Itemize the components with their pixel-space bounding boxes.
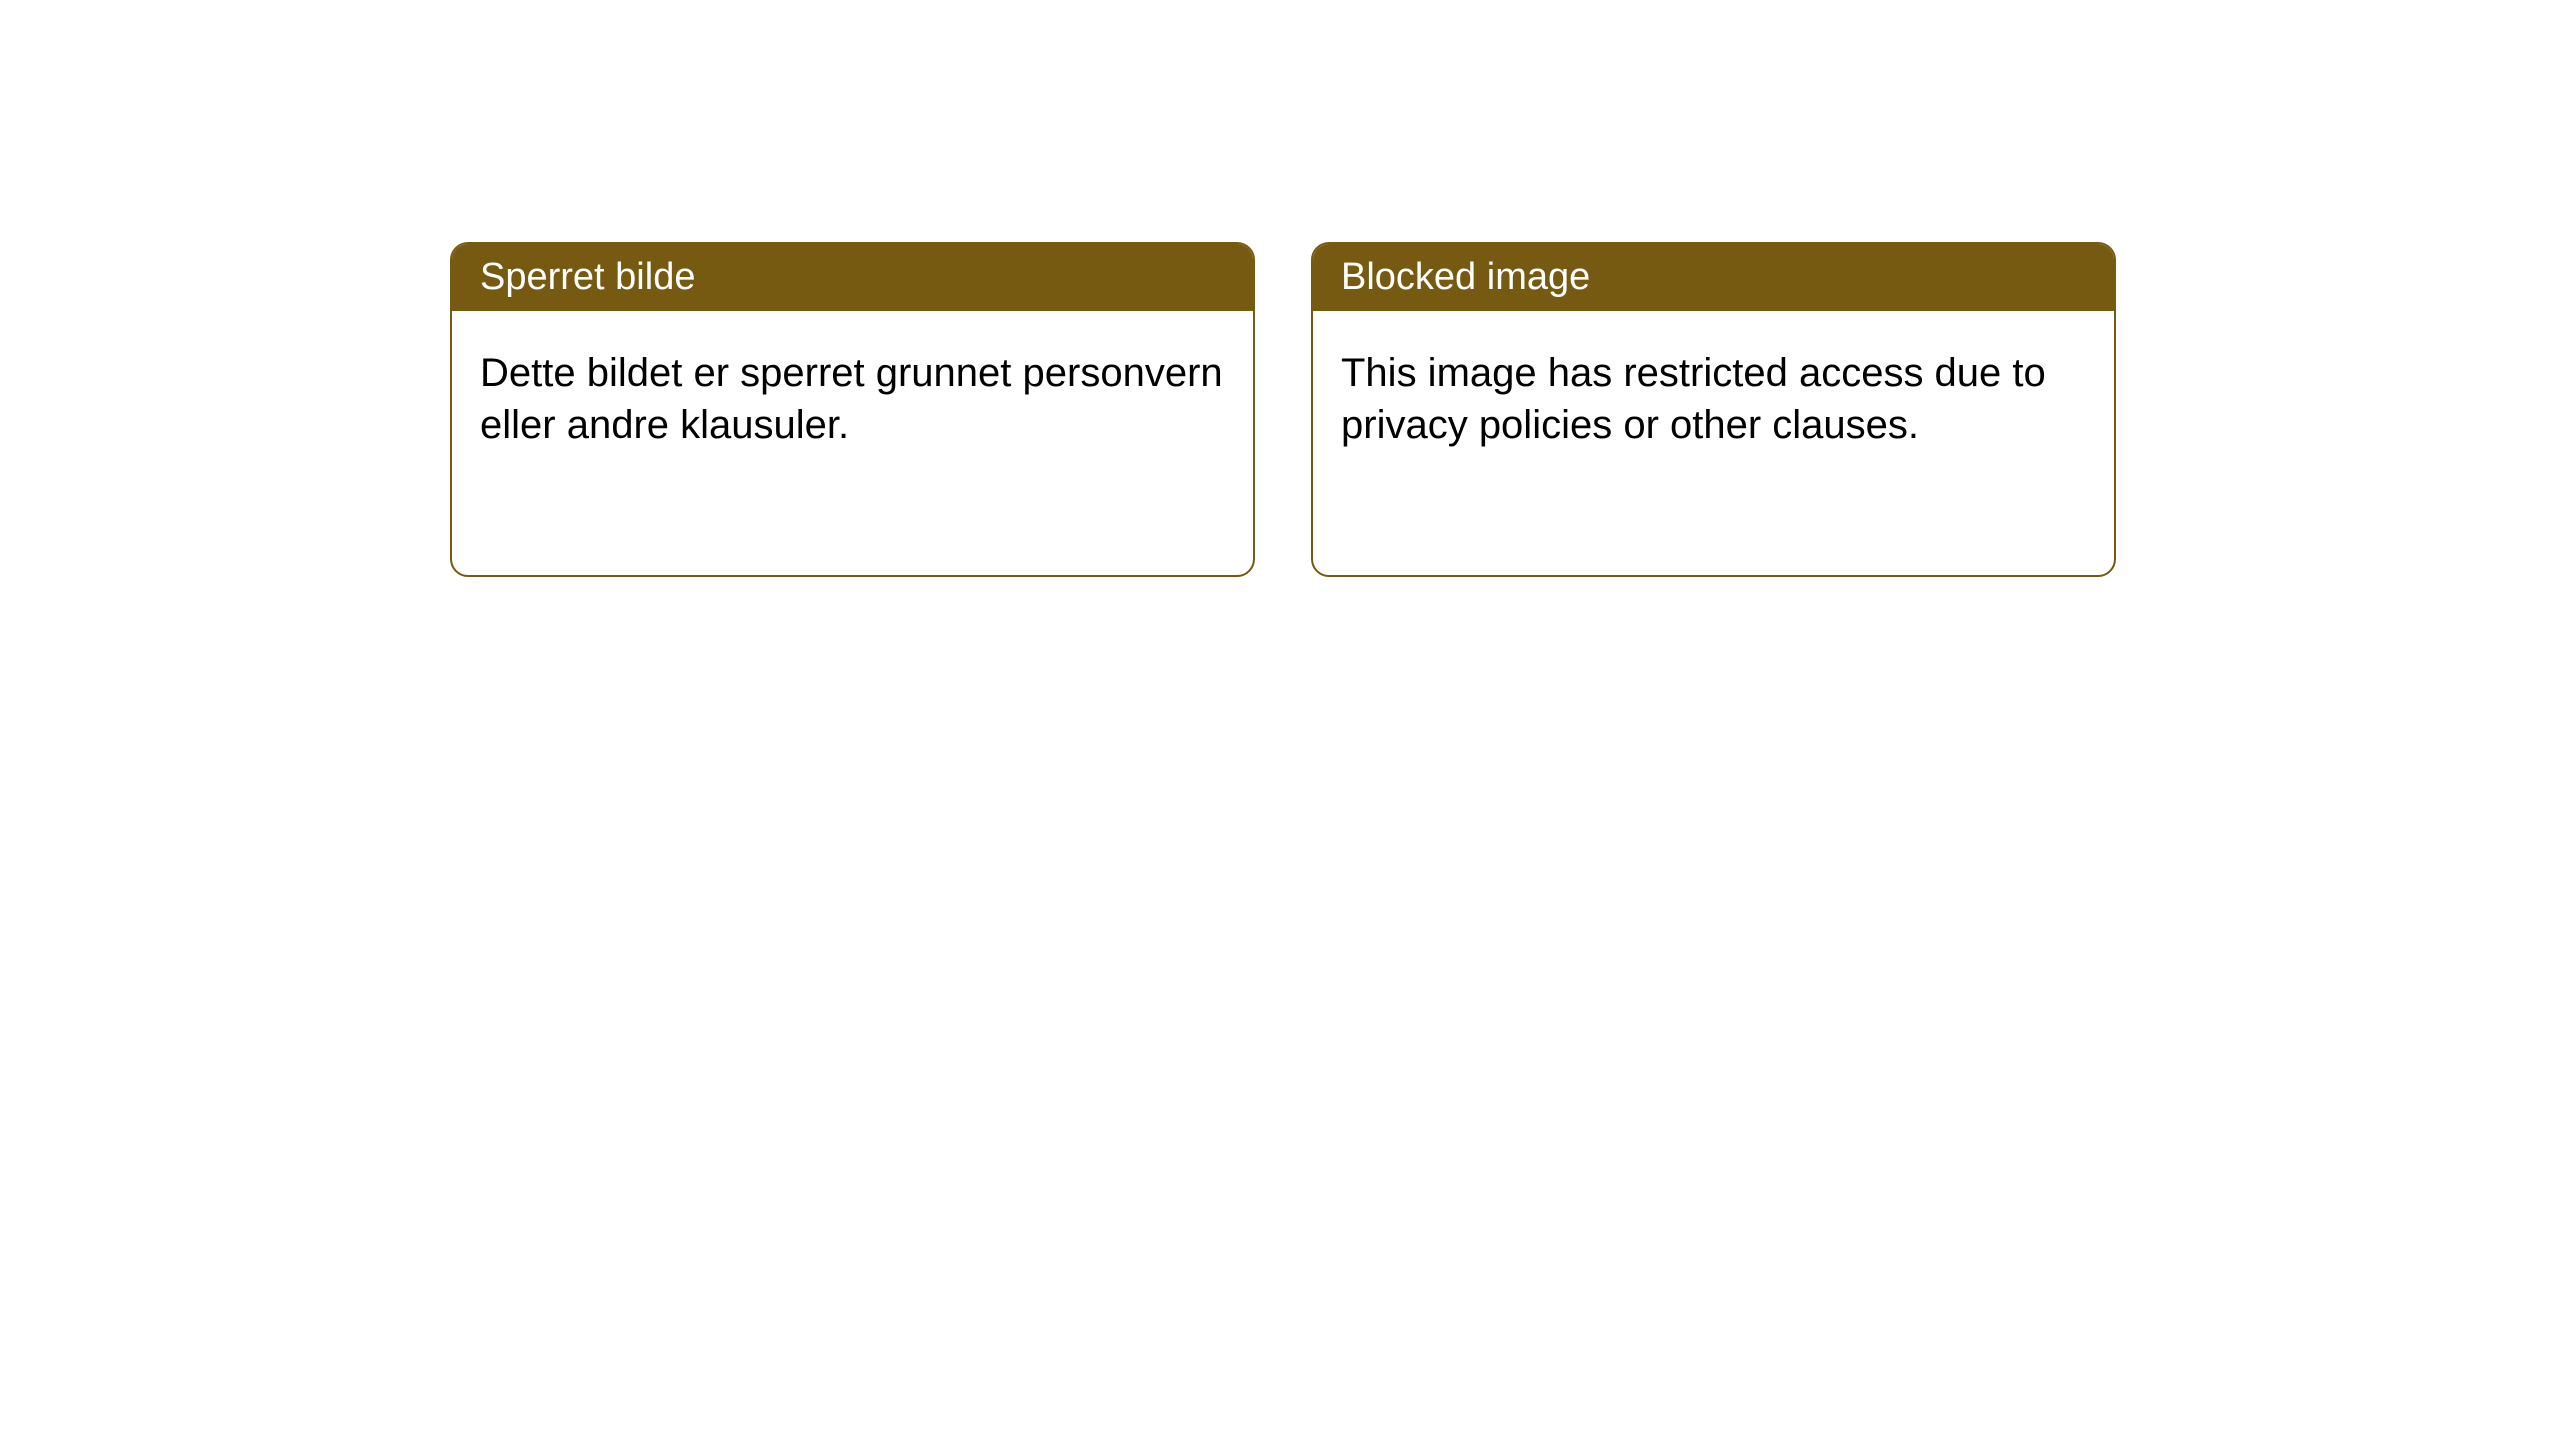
- notice-title: Blocked image: [1341, 256, 1590, 298]
- notice-header: Sperret bilde: [452, 244, 1253, 311]
- notice-message: This image has restricted access due to …: [1341, 351, 2046, 447]
- notice-body: This image has restricted access due to …: [1313, 311, 2114, 487]
- notice-container: Sperret bilde Dette bildet er sperret gr…: [450, 242, 2116, 577]
- notice-card-norwegian: Sperret bilde Dette bildet er sperret gr…: [450, 242, 1255, 577]
- notice-header: Blocked image: [1313, 244, 2114, 311]
- notice-body: Dette bildet er sperret grunnet personve…: [452, 311, 1253, 487]
- notice-message: Dette bildet er sperret grunnet personve…: [480, 351, 1223, 447]
- notice-card-english: Blocked image This image has restricted …: [1311, 242, 2116, 577]
- notice-title: Sperret bilde: [480, 256, 695, 298]
